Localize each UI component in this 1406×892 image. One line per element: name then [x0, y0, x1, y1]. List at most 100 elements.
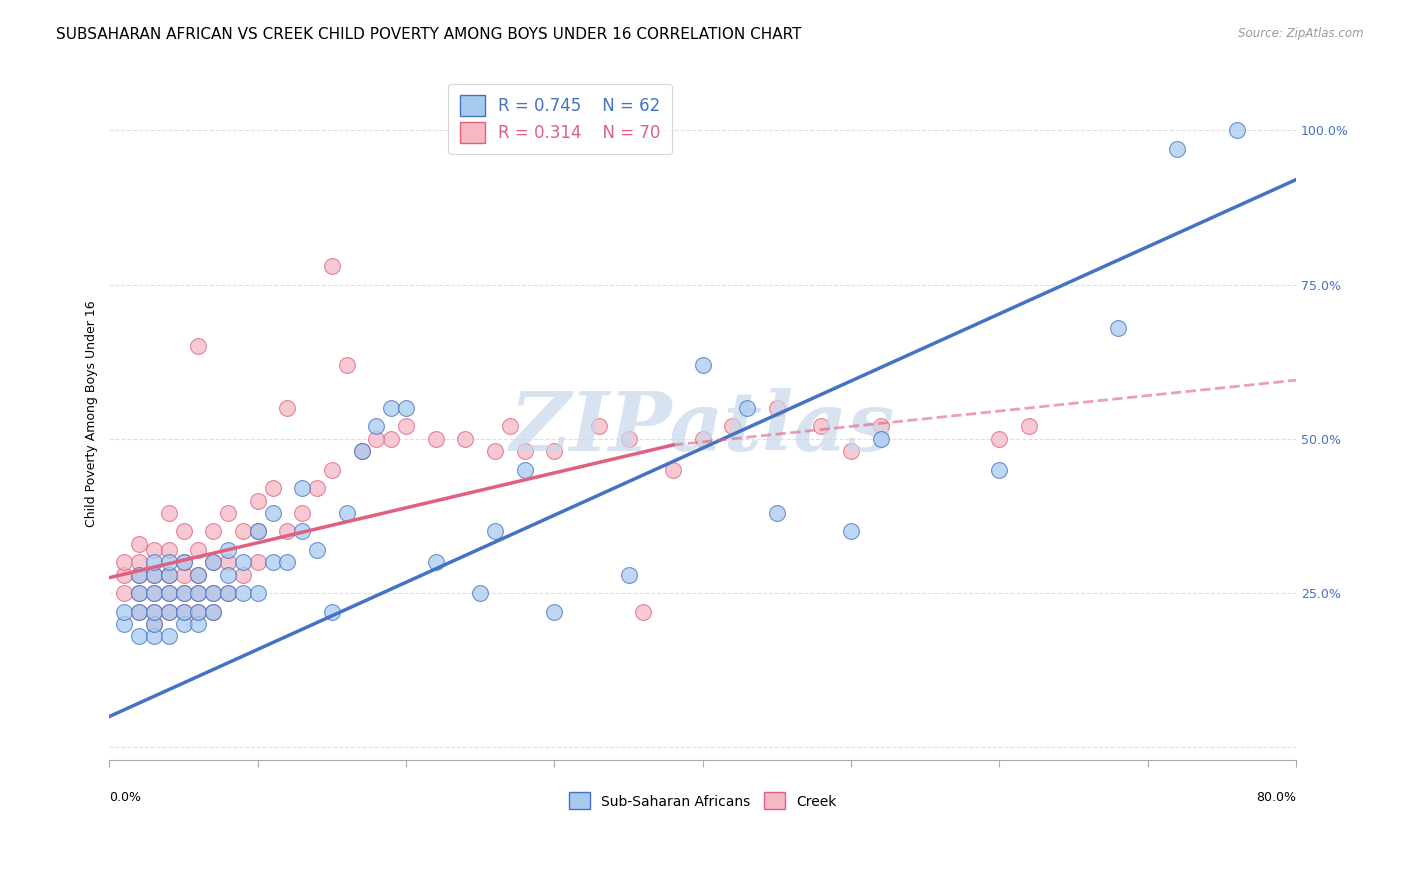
- Point: [246, 524, 269, 539]
- Point: [128, 567, 150, 582]
- Point: [617, 567, 640, 582]
- Point: [157, 542, 180, 557]
- Point: [157, 605, 180, 619]
- Point: [810, 419, 832, 434]
- Point: [173, 524, 195, 539]
- Point: [513, 463, 536, 477]
- Point: [291, 524, 314, 539]
- Point: [350, 444, 373, 458]
- Point: [499, 419, 522, 434]
- Point: [157, 506, 180, 520]
- Point: [187, 339, 209, 353]
- Legend: Sub-Saharan Africans, Creek: Sub-Saharan Africans, Creek: [564, 787, 842, 815]
- Point: [142, 605, 165, 619]
- Point: [173, 586, 195, 600]
- Point: [142, 555, 165, 569]
- Point: [187, 542, 209, 557]
- Point: [157, 586, 180, 600]
- Point: [366, 432, 388, 446]
- Point: [217, 506, 239, 520]
- Point: [470, 586, 492, 600]
- Point: [721, 419, 744, 434]
- Point: [187, 586, 209, 600]
- Point: [187, 567, 209, 582]
- Point: [128, 629, 150, 643]
- Point: [173, 586, 195, 600]
- Point: [187, 567, 209, 582]
- Point: [1226, 123, 1249, 137]
- Point: [142, 586, 165, 600]
- Point: [484, 444, 506, 458]
- Point: [157, 586, 180, 600]
- Point: [142, 605, 165, 619]
- Point: [142, 586, 165, 600]
- Point: [395, 419, 418, 434]
- Point: [217, 586, 239, 600]
- Point: [454, 432, 477, 446]
- Point: [262, 506, 284, 520]
- Point: [766, 401, 789, 415]
- Point: [157, 567, 180, 582]
- Point: [350, 444, 373, 458]
- Point: [232, 555, 254, 569]
- Point: [157, 629, 180, 643]
- Point: [366, 419, 388, 434]
- Point: [543, 605, 565, 619]
- Text: ZIPatlas: ZIPatlas: [510, 388, 896, 468]
- Text: 80.0%: 80.0%: [1256, 791, 1296, 805]
- Point: [1018, 419, 1040, 434]
- Point: [112, 586, 135, 600]
- Point: [633, 605, 655, 619]
- Point: [276, 401, 298, 415]
- Point: [202, 524, 225, 539]
- Point: [291, 506, 314, 520]
- Point: [425, 555, 447, 569]
- Text: Source: ZipAtlas.com: Source: ZipAtlas.com: [1239, 27, 1364, 40]
- Point: [692, 358, 714, 372]
- Point: [157, 555, 180, 569]
- Point: [142, 616, 165, 631]
- Point: [321, 463, 343, 477]
- Point: [128, 605, 150, 619]
- Point: [173, 605, 195, 619]
- Point: [187, 616, 209, 631]
- Point: [173, 555, 195, 569]
- Point: [173, 616, 195, 631]
- Point: [425, 432, 447, 446]
- Point: [173, 555, 195, 569]
- Text: SUBSAHARAN AFRICAN VS CREEK CHILD POVERTY AMONG BOYS UNDER 16 CORRELATION CHART: SUBSAHARAN AFRICAN VS CREEK CHILD POVERT…: [56, 27, 801, 42]
- Point: [112, 616, 135, 631]
- Point: [246, 586, 269, 600]
- Point: [232, 524, 254, 539]
- Point: [766, 506, 789, 520]
- Point: [217, 555, 239, 569]
- Point: [157, 605, 180, 619]
- Point: [869, 419, 891, 434]
- Point: [276, 524, 298, 539]
- Point: [262, 481, 284, 495]
- Point: [307, 542, 329, 557]
- Point: [307, 481, 329, 495]
- Point: [187, 605, 209, 619]
- Point: [217, 567, 239, 582]
- Point: [142, 567, 165, 582]
- Point: [217, 542, 239, 557]
- Point: [202, 605, 225, 619]
- Point: [543, 444, 565, 458]
- Point: [128, 555, 150, 569]
- Point: [869, 432, 891, 446]
- Point: [128, 605, 150, 619]
- Point: [128, 586, 150, 600]
- Point: [380, 401, 402, 415]
- Point: [217, 586, 239, 600]
- Point: [128, 567, 150, 582]
- Point: [112, 555, 135, 569]
- Point: [988, 432, 1011, 446]
- Point: [187, 586, 209, 600]
- Point: [484, 524, 506, 539]
- Point: [262, 555, 284, 569]
- Point: [692, 432, 714, 446]
- Y-axis label: Child Poverty Among Boys Under 16: Child Poverty Among Boys Under 16: [86, 301, 98, 527]
- Point: [173, 567, 195, 582]
- Point: [202, 605, 225, 619]
